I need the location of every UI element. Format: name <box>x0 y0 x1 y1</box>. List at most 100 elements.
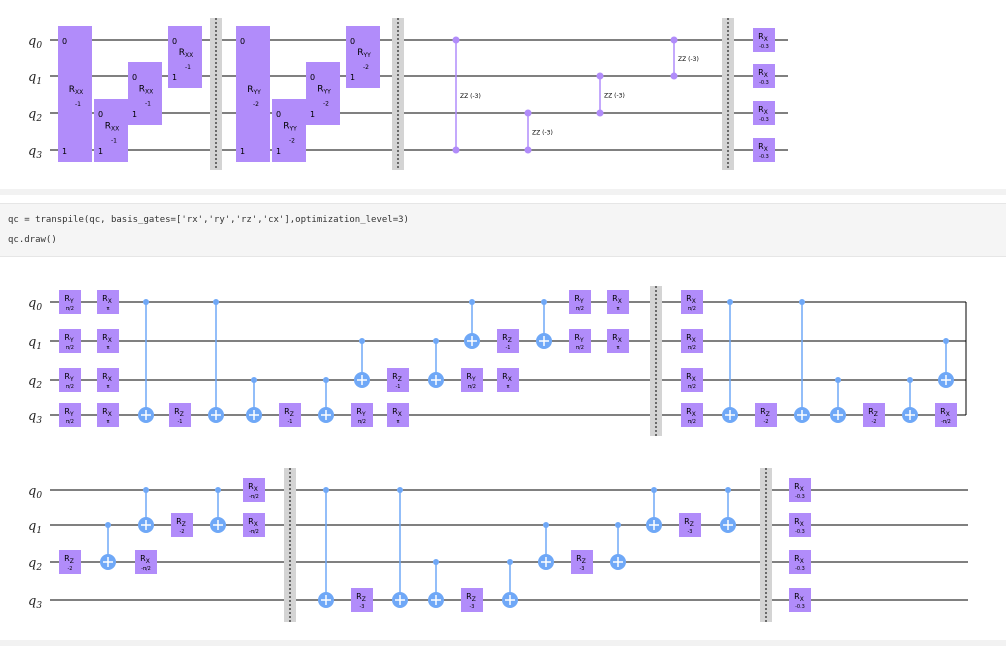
gate-name: RX <box>940 407 950 418</box>
gate-box <box>387 368 409 392</box>
gate-port-label: 0 <box>172 37 177 46</box>
zz-dot <box>596 72 604 80</box>
gate-box <box>59 329 81 353</box>
cx-gate <box>538 522 554 570</box>
code-line-draw[interactable]: qc.draw() <box>8 235 57 245</box>
qubit-label: q0 <box>28 296 42 313</box>
gate-name: RZ <box>684 517 694 528</box>
qubit-label: q3 <box>28 594 42 611</box>
cx-control-dot <box>799 299 805 305</box>
gate-name: RY <box>64 333 74 344</box>
cx-control-dot <box>323 487 329 493</box>
code-cell[interactable]: qc = transpile(qc, basis_gates=['rx','ry… <box>0 203 1006 257</box>
rotation-gate: RX-π/2 <box>935 403 957 427</box>
gate-name: RY <box>466 372 476 383</box>
gate-param: π <box>396 419 399 425</box>
barrier <box>722 18 734 170</box>
cx-gate <box>536 299 552 349</box>
gate-box <box>97 368 119 392</box>
zz-dot <box>524 146 532 154</box>
rotation-gate: RXπ/2 <box>681 403 703 427</box>
cx-gate <box>428 338 444 388</box>
gate-param: π/2 <box>66 345 74 351</box>
gate-param: -2 <box>68 566 73 572</box>
gate-box <box>789 478 811 502</box>
gate-name: RX <box>102 372 112 383</box>
gate-box <box>863 403 885 427</box>
cx-control-dot <box>433 338 439 344</box>
barrier <box>210 18 222 170</box>
gate-param: -2 <box>764 419 769 425</box>
gate-param: -π/2 <box>249 529 259 535</box>
rotation-gate: RYπ/2 <box>461 368 483 392</box>
cx-gate <box>428 559 444 608</box>
gate-port-label: 0 <box>132 73 137 82</box>
cx-control-dot <box>105 522 111 528</box>
gate-param: π <box>106 384 109 390</box>
gate-param: π/2 <box>66 384 74 390</box>
gate-param: -1 <box>185 64 191 71</box>
barrier <box>650 286 662 436</box>
rotation-gate: RYπ/2 <box>59 368 81 392</box>
qubit-label: q2 <box>28 374 42 391</box>
cx-control-dot <box>943 338 949 344</box>
gate-param: π/2 <box>468 384 476 390</box>
gate-param: -2 <box>180 529 185 535</box>
gate-param: -π/2 <box>941 419 951 425</box>
code-line-transpile[interactable]: qc = transpile(qc, basis_gates=['rx','ry… <box>8 215 409 225</box>
gate-name: RX <box>612 294 622 305</box>
gate-box <box>97 403 119 427</box>
circuit-output-1: q0 q1 q2 q3 0 1 RXX -1 0 1 RXX -1 0 1 RXX -1 0 1 RXX -1 0 1 RY… <box>0 0 1006 187</box>
zz-dot <box>452 146 460 154</box>
gate-box <box>753 28 775 52</box>
gate-box <box>236 26 270 162</box>
rotation-gate: RZ-2 <box>863 403 885 427</box>
gate-box <box>351 588 373 612</box>
gate-name: RX <box>102 333 112 344</box>
gate-param: π/2 <box>688 419 696 425</box>
cx-control-dot <box>835 377 841 383</box>
gate-param: -0.3 <box>795 604 805 610</box>
gate-box <box>97 290 119 314</box>
gate-name: RX <box>248 517 258 528</box>
gate-param: -π/2 <box>249 494 259 500</box>
gate-box <box>169 403 191 427</box>
cell-separator <box>0 189 1006 195</box>
gate-port-label: 1 <box>310 110 315 119</box>
zz-label: ZZ (-3) <box>678 56 699 63</box>
cx-control-dot <box>143 487 149 493</box>
gate-name: RXX <box>179 48 194 59</box>
gate-param: -0.3 <box>795 494 805 500</box>
gate-box <box>59 403 81 427</box>
rotation-gate: RXπ <box>97 403 119 427</box>
cx-control-dot <box>433 559 439 565</box>
gate-box <box>753 101 775 125</box>
qubit-label: q0 <box>28 484 42 501</box>
gate-box <box>935 403 957 427</box>
gate-param: π <box>106 306 109 312</box>
gate-param: π <box>106 419 109 425</box>
rotation-gate: RX-0.3 <box>789 513 811 537</box>
gate-param: π <box>616 345 619 351</box>
rotation-gate: RX-0.3 <box>753 28 775 52</box>
gate-param: π/2 <box>576 306 584 312</box>
gate-box <box>59 368 81 392</box>
rotation-gate: RZ-1 <box>279 403 301 427</box>
rotation-gate: RXπ <box>97 290 119 314</box>
gate-name: RX <box>686 333 696 344</box>
gate-port-label: 0 <box>240 37 245 46</box>
barrier <box>760 468 772 622</box>
gate-name: RX <box>794 517 804 528</box>
gate-name: RZ <box>868 407 878 418</box>
gate-box <box>97 329 119 353</box>
rotation-gate: RZ-2 <box>59 550 81 574</box>
gate-param: π <box>106 345 109 351</box>
cx-control-dot <box>507 559 513 565</box>
gate-name: RZ <box>466 592 476 603</box>
gate-param: π/2 <box>358 419 366 425</box>
cx-control-dot <box>359 338 365 344</box>
rotation-gate: RXπ/2 <box>681 329 703 353</box>
zz-dot <box>524 109 532 117</box>
rotation-gate: RX-0.3 <box>789 588 811 612</box>
gate-name: RX <box>140 554 150 565</box>
